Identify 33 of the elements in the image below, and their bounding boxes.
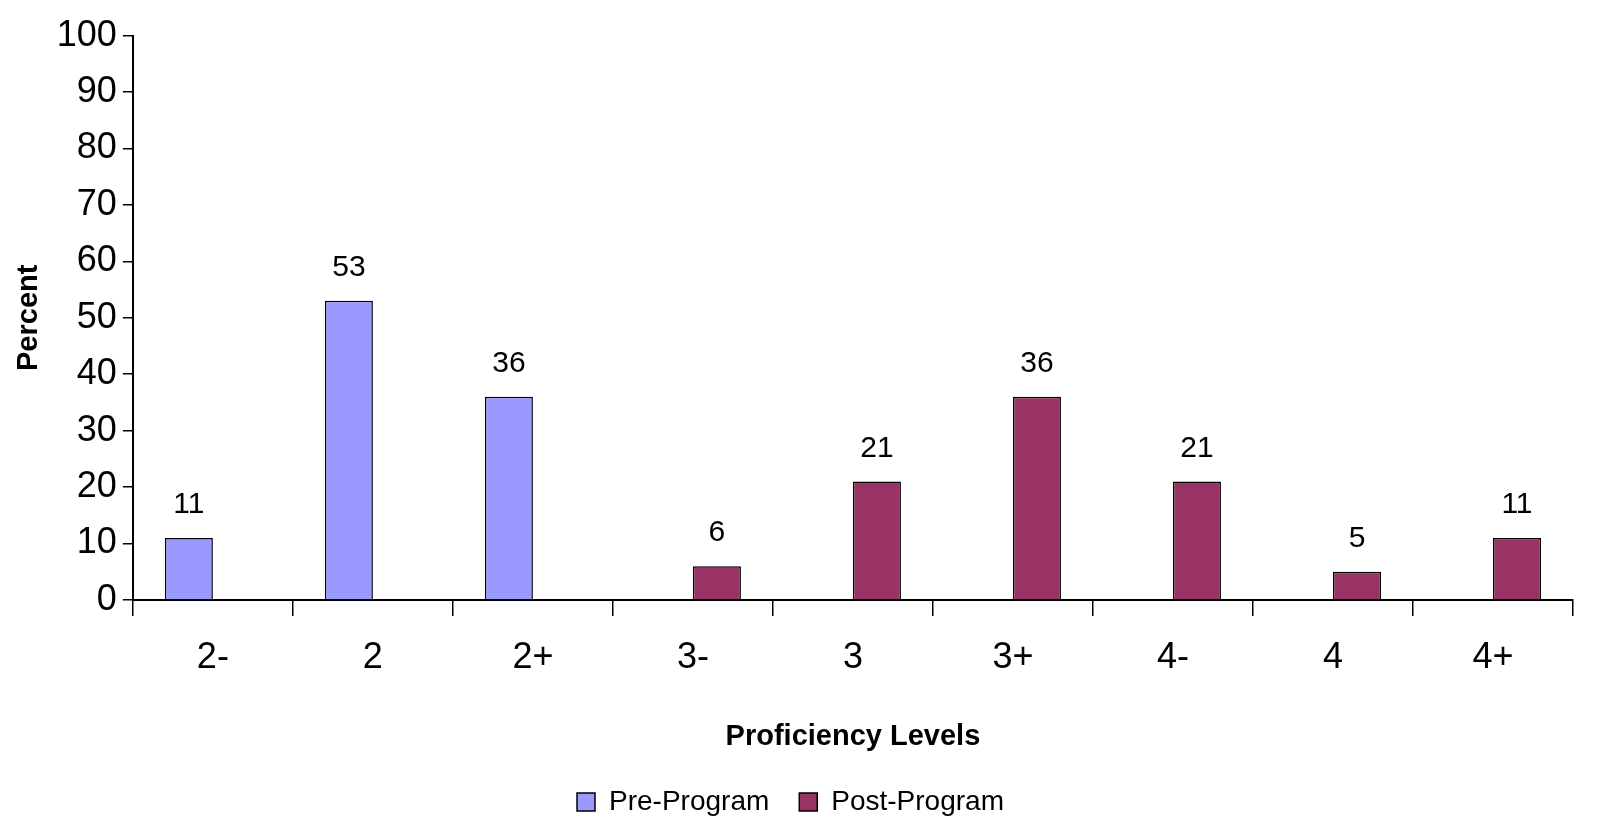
- x-tick-label: 4: [1322, 634, 1343, 676]
- x-tick-label: 3+: [992, 634, 1034, 676]
- y-tick-label: 60: [76, 238, 117, 280]
- y-tick-label: 0: [96, 576, 117, 618]
- x-tick-label: 2-: [196, 634, 229, 676]
- y-tick-label: 30: [76, 407, 117, 449]
- y-tick-label: 10: [76, 520, 117, 562]
- x-tick-label: 4-: [1156, 634, 1189, 676]
- x-axis-title: Proficiency Levels: [725, 718, 981, 751]
- data-label: 5: [1348, 520, 1366, 554]
- data-label: 36: [1020, 345, 1054, 379]
- x-tick-label: 2+: [512, 634, 554, 676]
- x-tick-label: 3: [842, 634, 863, 676]
- x-tick-label: 3-: [676, 634, 709, 676]
- y-tick-label: 50: [76, 294, 117, 336]
- data-label: 36: [492, 345, 526, 379]
- y-tick-label: 90: [76, 68, 117, 110]
- y-tick-label: 20: [76, 464, 117, 506]
- y-tick-label: 70: [76, 181, 117, 223]
- data-label: 11: [173, 486, 205, 520]
- data-label: 53: [332, 249, 366, 283]
- y-tick-label: 40: [76, 351, 117, 393]
- y-axis-title: Percent: [11, 264, 44, 371]
- y-tick-label: 80: [76, 125, 117, 167]
- data-label: 11: [1501, 486, 1533, 520]
- x-tick-label: 2: [362, 634, 383, 676]
- y-tick-label: 100: [56, 12, 117, 54]
- data-label: 21: [860, 429, 894, 463]
- legend-label: Pre-Program: [609, 784, 770, 816]
- data-label: 21: [1180, 429, 1214, 463]
- x-tick-label: 4+: [1472, 634, 1514, 676]
- data-label: 6: [708, 514, 726, 548]
- legend-label: Post-Program: [831, 784, 1004, 816]
